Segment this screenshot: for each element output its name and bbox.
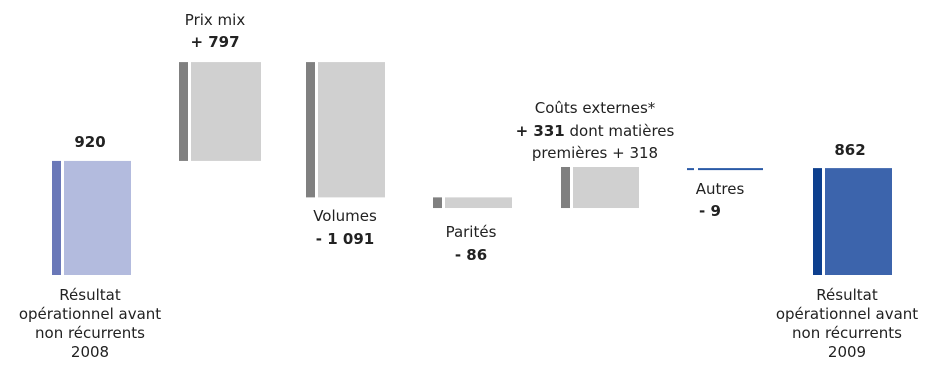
bar-volumes bbox=[318, 62, 385, 198]
value-label-result2009: 862 bbox=[834, 141, 866, 159]
bar-parites bbox=[445, 197, 512, 209]
bar-volumes-side bbox=[306, 62, 315, 198]
category-label-couts-externes: Coûts externes* bbox=[534, 99, 656, 117]
value-label-couts-externes: + 331 dont matières bbox=[500, 122, 690, 141]
category-label-parites: Parités bbox=[445, 223, 497, 241]
note-label-couts-externes: premières + 318 bbox=[531, 144, 659, 162]
value-label-volumes: - 1 091 bbox=[315, 230, 375, 248]
bar-result2008 bbox=[64, 160, 131, 275]
bar-parites-side bbox=[433, 197, 442, 209]
category-label-volumes: Volumes bbox=[313, 207, 377, 225]
category-label-prix-mix: Prix mix bbox=[184, 11, 246, 29]
bar-couts-side bbox=[561, 166, 570, 209]
bar-result2009-side bbox=[813, 168, 822, 275]
value-label-couts-bold: + 331 bbox=[515, 122, 565, 140]
category-label-line: Résultat bbox=[59, 286, 121, 304]
bar-prix_mix bbox=[191, 62, 261, 161]
bar-autres bbox=[698, 168, 763, 171]
value-label-result2008: 920 bbox=[74, 133, 106, 151]
bar-autres-side bbox=[687, 168, 694, 171]
value-label-parites: - 86 bbox=[454, 246, 488, 264]
category-label-line: 2008 bbox=[70, 343, 110, 361]
bar-result2008-side bbox=[52, 160, 61, 275]
bar-prix_mix-side bbox=[179, 62, 188, 161]
bar-couts bbox=[573, 166, 639, 209]
value-label-couts-suffix: dont matières bbox=[564, 122, 675, 140]
category-label-line: non récurrents bbox=[792, 324, 902, 342]
category-label-line: Résultat bbox=[816, 286, 878, 304]
category-label-line: 2009 bbox=[827, 343, 867, 361]
category-label-autres: Autres bbox=[695, 180, 745, 198]
category-label-line: non récurrents bbox=[35, 324, 145, 342]
value-label-prix-mix: + 797 bbox=[190, 33, 240, 51]
category-label-result2009: Résultat opérationnel avant non récurren… bbox=[760, 286, 934, 362]
category-label-line: opérationnel avant bbox=[18, 305, 162, 323]
category-label-result2008: Résultat opérationnel avant non récurren… bbox=[0, 286, 180, 362]
value-label-autres: - 9 bbox=[699, 202, 721, 220]
bar-result2009 bbox=[825, 168, 892, 275]
category-label-line: opérationnel avant bbox=[775, 305, 919, 323]
